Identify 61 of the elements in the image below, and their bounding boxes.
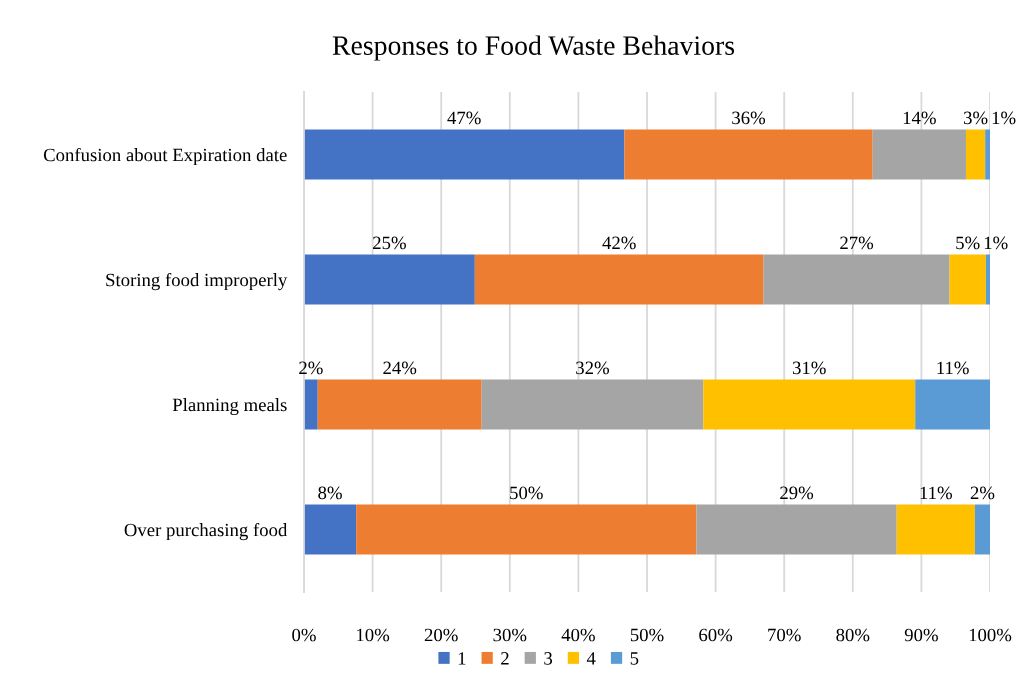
bar: [915, 379, 990, 430]
bar: [896, 504, 975, 555]
x-tick-label: 90%: [904, 628, 938, 642]
bar: [763, 254, 950, 305]
x-tick-label: 30%: [493, 628, 527, 642]
x-tick-label: 20%: [424, 628, 458, 642]
data-label: 3%: [963, 111, 988, 125]
data-label: 1%: [984, 236, 1008, 250]
data-label: 25%: [373, 236, 406, 250]
data-label: 24%: [383, 361, 417, 375]
bar: [949, 254, 986, 305]
bar: [624, 129, 873, 180]
x-tick-label: 0%: [292, 628, 316, 642]
legend-label: 2: [501, 652, 509, 665]
legend-label: 3: [544, 652, 553, 665]
data-label: 29%: [780, 486, 814, 500]
data-label: 47%: [447, 111, 481, 125]
data-label: 42%: [602, 236, 636, 250]
data-label: 36%: [732, 111, 766, 125]
bar: [985, 254, 990, 305]
data-label: 11%: [937, 361, 969, 375]
data-label: 14%: [903, 111, 936, 125]
x-tick-label: 60%: [699, 628, 733, 642]
data-label: 1%: [992, 111, 1016, 125]
x-tick-label: 50%: [630, 628, 664, 642]
y-tick-label: Over purchasing food: [124, 522, 288, 541]
bar: [304, 254, 475, 305]
data-label: 31%: [792, 361, 826, 375]
bar: [304, 504, 357, 555]
x-tick-label: 80%: [836, 628, 870, 642]
legend-label: 4: [586, 652, 596, 665]
data-label: 27%: [840, 236, 874, 250]
bar: [356, 504, 697, 555]
y-tick-label: Planning meals: [172, 397, 287, 416]
data-label: 32%: [576, 361, 610, 375]
bar: [481, 379, 704, 430]
data-label: 8%: [318, 486, 342, 500]
bar: [703, 379, 916, 430]
x-tick-label: 40%: [561, 628, 595, 642]
y-tick-label: Confusion about Expiration date: [43, 147, 287, 166]
x-tick-label: 70%: [768, 628, 801, 642]
x-tick-label: 10%: [357, 628, 390, 642]
bar: [872, 129, 966, 180]
bar: [696, 504, 897, 555]
legend-label: 5: [630, 652, 639, 665]
chart-title: Responses to Food Waste Behaviors: [332, 35, 735, 61]
x-tick-label: 100%: [969, 628, 1012, 642]
data-label: 2%: [970, 486, 995, 500]
bar: [974, 504, 990, 555]
bar: [317, 379, 482, 430]
bar: [304, 129, 625, 180]
bar: [304, 379, 318, 430]
data-label: 5%: [956, 236, 980, 250]
data-label: 50%: [510, 486, 543, 500]
bar: [474, 254, 764, 305]
legend-label: 1: [458, 652, 466, 665]
bar: [985, 129, 990, 180]
bar: [965, 129, 986, 180]
y-tick-label: Storing food improperly: [106, 272, 288, 291]
data-label: 11%: [920, 486, 952, 500]
data-label: 2%: [299, 361, 323, 375]
